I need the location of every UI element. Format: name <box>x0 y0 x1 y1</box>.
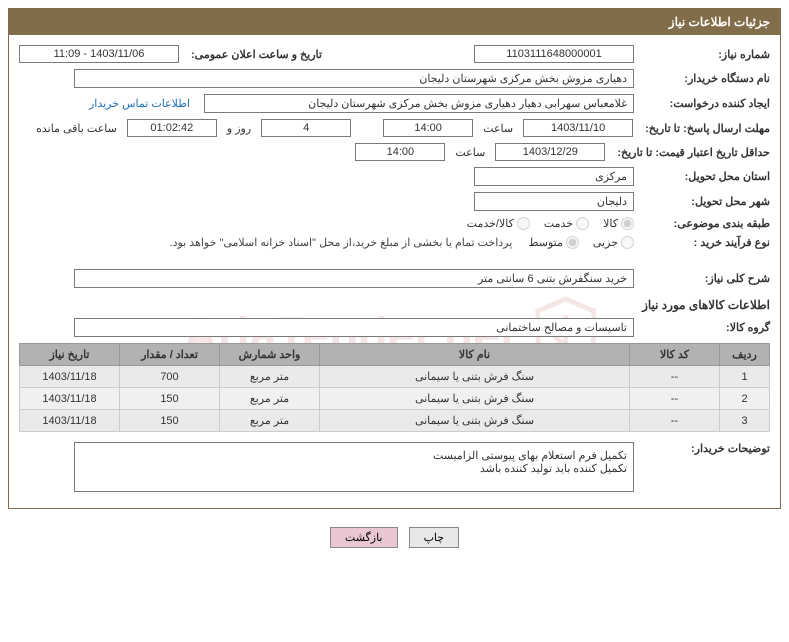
field-buyer-org: دهیاری مزوش بخش مرکزی شهرستان دلیجان <box>74 69 634 88</box>
field-summary: خرید سنگفرش بتنی 6 سانتی متر <box>74 269 634 288</box>
field-days-left: 4 <box>261 119 351 137</box>
field-validity-hour: 14:00 <box>355 143 445 161</box>
row-validity: حداقل تاریخ اعتبار قیمت: تا تاریخ: 1403/… <box>19 143 770 161</box>
th-unit: واحد شمارش <box>220 344 320 366</box>
row-deadline: مهلت ارسال پاسخ: تا تاریخ: 1403/11/10 سا… <box>19 119 770 137</box>
row-need-no: شماره نیاز: 1103111648000001 تاریخ و ساع… <box>19 45 770 63</box>
cell-date: 1403/11/18 <box>20 388 120 410</box>
row-city: شهر محل تحویل: دلیجان <box>19 192 770 211</box>
label-summary: شرح کلی نیاز: <box>640 272 770 285</box>
label-need-no: شماره نیاز: <box>640 48 770 61</box>
label-deadline: مهلت ارسال پاسخ: تا تاریخ: <box>639 122 770 135</box>
cell-qty: 150 <box>120 388 220 410</box>
label-hour-1: ساعت <box>483 122 513 135</box>
cell-code: -- <box>630 366 720 388</box>
label-validity: حداقل تاریخ اعتبار قیمت: تا تاریخ: <box>611 146 770 159</box>
label-goods-group: گروه کالا: <box>640 321 770 334</box>
field-city: دلیجان <box>474 192 634 211</box>
goods-section-title: اطلاعات کالاهای مورد نیاز <box>19 298 770 312</box>
cell-unit: متر مربع <box>220 388 320 410</box>
buyer-notes-line2: تکمیل کننده باید تولید کننده باشد <box>81 462 627 475</box>
buyer-notes-box: تکمیل فرم استعلام بهای پیوستی الزامیست ت… <box>74 442 634 492</box>
label-province: استان محل تحویل: <box>640 170 770 183</box>
cell-name: سنگ فرش بتنی یا سیمانی <box>320 388 630 410</box>
label-pub-date: تاریخ و ساعت اعلان عمومی: <box>185 48 322 61</box>
label-city: شهر محل تحویل: <box>640 195 770 208</box>
label-buyer-org: نام دستگاه خریدار: <box>640 72 770 85</box>
field-deadline-date: 1403/11/10 <box>523 119 633 137</box>
radio-motavaset-input[interactable] <box>566 236 579 249</box>
cell-date: 1403/11/18 <box>20 410 120 432</box>
panel-title: جزئیات اطلاعات نیاز <box>9 9 780 35</box>
radio-kala-khadamat-input[interactable] <box>517 217 530 230</box>
buyer-notes-line1: تکمیل فرم استعلام بهای پیوستی الزامیست <box>81 449 627 462</box>
goods-table: ردیف کد کالا نام کالا واحد شمارش تعداد /… <box>19 343 770 432</box>
row-buyer-org: نام دستگاه خریدار: دهیاری مزوش بخش مرکزی… <box>19 69 770 88</box>
details-panel: جزئیات اطلاعات نیاز AriaTender.net شماره… <box>8 8 781 509</box>
print-button[interactable]: چاپ <box>409 527 460 548</box>
cell-code: -- <box>630 410 720 432</box>
field-time-left: 01:02:42 <box>127 119 217 137</box>
field-requester: غلامعباس سهرابی دهیار دهیاری مزوش بخش مر… <box>204 94 634 113</box>
th-name: نام کالا <box>320 344 630 366</box>
table-header-row: ردیف کد کالا نام کالا واحد شمارش تعداد /… <box>20 344 770 366</box>
subject-class-group: کالا خدمت کالا/خدمت <box>467 217 634 230</box>
cell-row: 2 <box>720 388 770 410</box>
row-buyer-notes: توضیحات خریدار: تکمیل فرم استعلام بهای پ… <box>19 442 770 492</box>
label-day-and: روز و <box>227 122 251 135</box>
label-purchase-type: نوع فرآیند خرید : <box>640 236 770 249</box>
cell-row: 3 <box>720 410 770 432</box>
label-subject-class: طبقه بندی موضوعی: <box>640 217 770 230</box>
field-validity-date: 1403/12/29 <box>495 143 605 161</box>
table-row: 2--سنگ فرش بتنی یا سیمانیمتر مربع1501403… <box>20 388 770 410</box>
table-row: 3--سنگ فرش بتنی یا سیمانیمتر مربع1501403… <box>20 410 770 432</box>
label-requester: ایجاد کننده درخواست: <box>640 97 770 110</box>
cell-code: -- <box>630 388 720 410</box>
purchase-type-group: جزیی متوسط <box>528 236 634 249</box>
table-row: 1--سنگ فرش بتنی یا سیمانیمتر مربع7001403… <box>20 366 770 388</box>
field-goods-group: تاسیسات و مصالح ساختمانی <box>74 318 634 337</box>
radio-kala[interactable]: کالا <box>603 217 634 230</box>
cell-row: 1 <box>720 366 770 388</box>
radio-motavaset[interactable]: متوسط <box>528 236 579 249</box>
button-row: چاپ بازگشت <box>0 517 789 552</box>
radio-jozei-input[interactable] <box>621 236 634 249</box>
cell-unit: متر مربع <box>220 366 320 388</box>
row-subject-class: طبقه بندی موضوعی: کالا خدمت کالا/خدمت <box>19 217 770 230</box>
row-goods-group: گروه کالا: تاسیسات و مصالح ساختمانی <box>19 318 770 337</box>
back-button[interactable]: بازگشت <box>330 527 398 548</box>
row-summary: شرح کلی نیاز: خرید سنگفرش بتنی 6 سانتی م… <box>19 269 770 288</box>
field-deadline-hour: 14:00 <box>383 119 473 137</box>
cell-qty: 700 <box>120 366 220 388</box>
cell-date: 1403/11/18 <box>20 366 120 388</box>
row-requester: ایجاد کننده درخواست: غلامعباس سهرابی دهی… <box>19 94 770 113</box>
radio-jozei[interactable]: جزیی <box>593 236 634 249</box>
radio-kala-khadamat[interactable]: کالا/خدمت <box>467 217 530 230</box>
field-province: مرکزی <box>474 167 634 186</box>
radio-kala-input[interactable] <box>621 217 634 230</box>
row-province: استان محل تحویل: مرکزی <box>19 167 770 186</box>
field-need-no: 1103111648000001 <box>474 45 634 63</box>
th-row: ردیف <box>720 344 770 366</box>
th-qty: تعداد / مقدار <box>120 344 220 366</box>
label-hour-2: ساعت <box>455 146 485 159</box>
th-code: کد کالا <box>630 344 720 366</box>
th-date: تاریخ نیاز <box>20 344 120 366</box>
payment-note: پرداخت تمام یا بخشی از مبلغ خرید،از محل … <box>170 236 513 249</box>
cell-name: سنگ فرش بتنی یا سیمانی <box>320 366 630 388</box>
label-buyer-notes: توضیحات خریدار: <box>640 442 770 455</box>
cell-qty: 150 <box>120 410 220 432</box>
cell-name: سنگ فرش بتنی یا سیمانی <box>320 410 630 432</box>
label-remaining: ساعت باقی مانده <box>36 122 117 135</box>
row-purchase-type: نوع فرآیند خرید : جزیی متوسط پرداخت تمام… <box>19 236 770 249</box>
radio-khadamat-input[interactable] <box>576 217 589 230</box>
field-pub-date: 1403/11/06 - 11:09 <box>19 45 179 63</box>
cell-unit: متر مربع <box>220 410 320 432</box>
buyer-contact-link[interactable]: اطلاعات تماس خریدار <box>89 97 190 110</box>
radio-khadamat[interactable]: خدمت <box>544 217 589 230</box>
